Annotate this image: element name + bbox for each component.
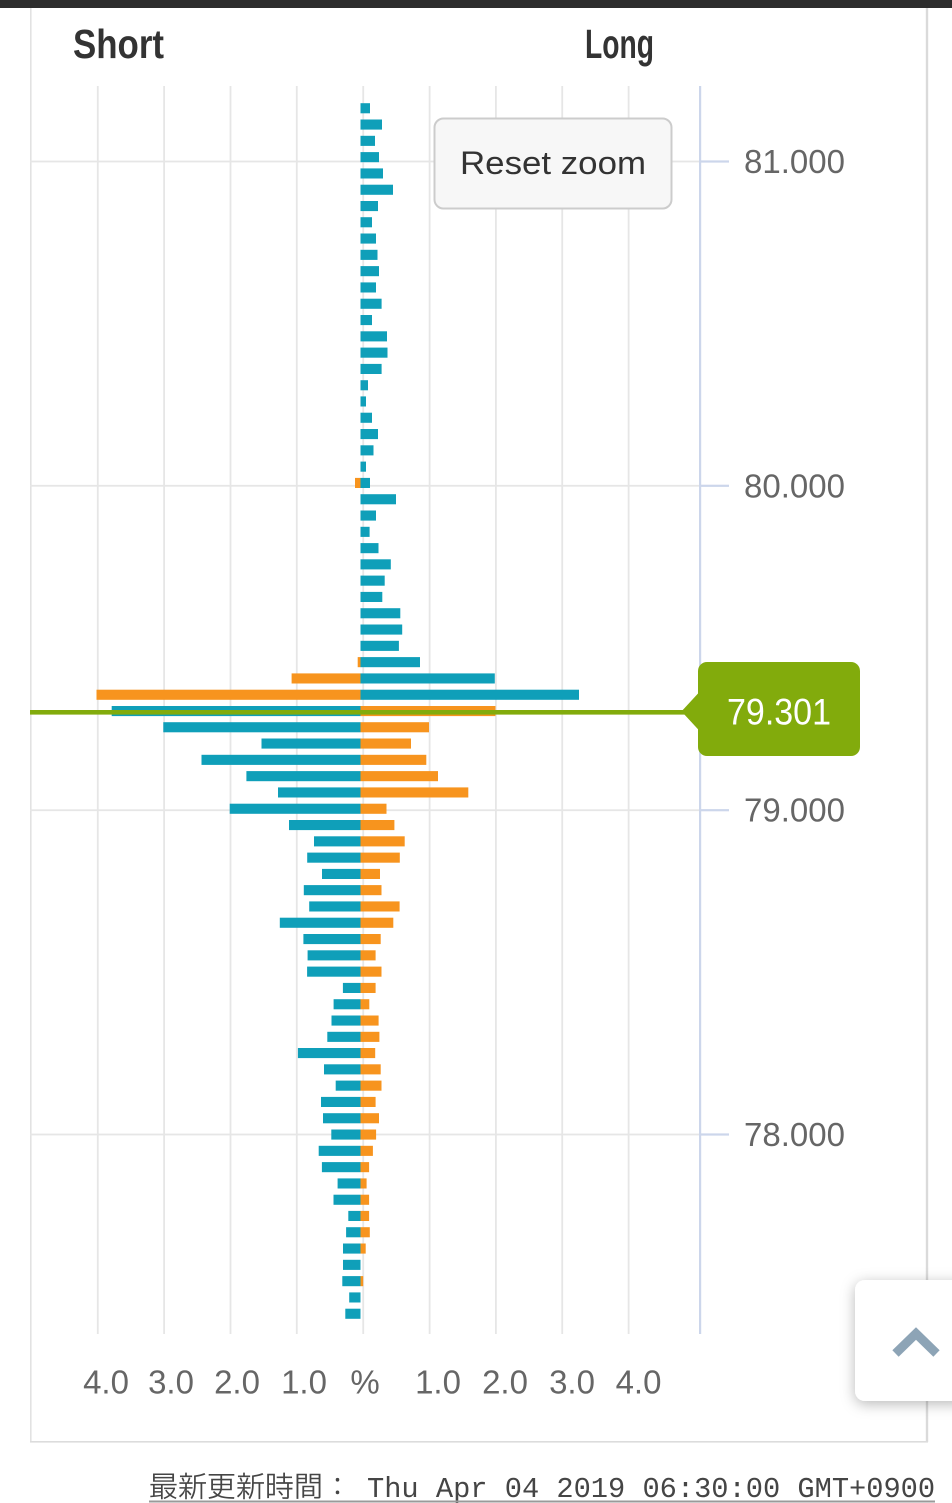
svg-text:79.301: 79.301 <box>727 692 831 733</box>
svg-text:1.0: 1.0 <box>415 1364 461 1401</box>
svg-text:%: % <box>350 1364 379 1401</box>
svg-text:78.000: 78.000 <box>744 1116 845 1153</box>
svg-text:Long: Long <box>585 21 654 67</box>
svg-text:80.000: 80.000 <box>744 467 845 504</box>
svg-text:2.0: 2.0 <box>214 1364 260 1401</box>
svg-text:3.0: 3.0 <box>148 1364 194 1401</box>
svg-text:4.0: 4.0 <box>616 1364 662 1401</box>
svg-text:1.0: 1.0 <box>281 1364 327 1401</box>
svg-text:79.000: 79.000 <box>744 792 845 829</box>
svg-text:Reset zoom: Reset zoom <box>460 145 646 181</box>
svg-text:Thu Apr 04 2019 06:30:00 GMT+0: Thu Apr 04 2019 06:30:00 GMT+0900 <box>367 1473 935 1503</box>
svg-text:Short: Short <box>73 21 164 67</box>
svg-text:3.0: 3.0 <box>549 1364 595 1401</box>
svg-text:4.0: 4.0 <box>83 1364 129 1401</box>
svg-text:81.000: 81.000 <box>744 143 845 180</box>
svg-text:2.0: 2.0 <box>482 1364 528 1401</box>
